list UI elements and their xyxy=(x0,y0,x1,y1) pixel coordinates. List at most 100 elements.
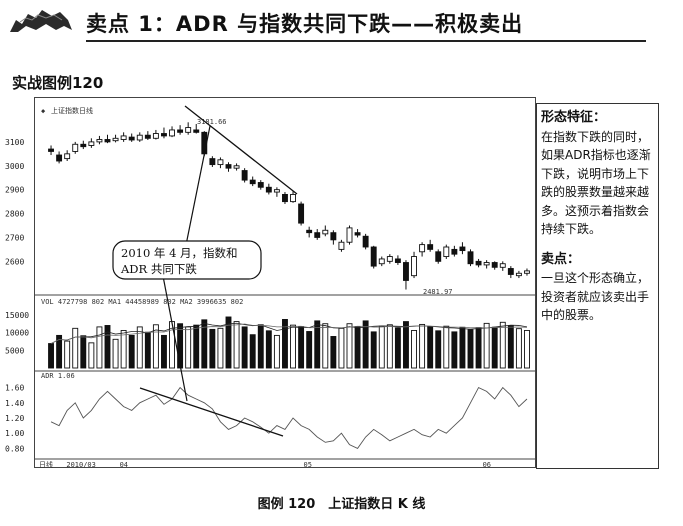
candle-body xyxy=(491,262,498,268)
candle-body xyxy=(80,143,87,148)
adr-line xyxy=(50,386,528,449)
candle-body xyxy=(451,248,458,255)
volume-bar xyxy=(233,321,240,369)
arrow-to-price xyxy=(184,125,211,251)
volume-bar xyxy=(80,335,87,369)
volume-bar xyxy=(56,334,63,369)
volume-bar xyxy=(64,340,71,369)
adr-tick-label: 1.20 xyxy=(5,414,24,423)
volume-bar xyxy=(338,327,345,369)
candle-body xyxy=(72,143,79,152)
volume-tick-label: 5000 xyxy=(5,346,24,355)
volume-bar xyxy=(443,325,450,369)
adr-tick-label: 0.80 xyxy=(5,444,24,453)
candle-body xyxy=(128,136,135,141)
candle-body xyxy=(185,127,192,133)
volume-bar xyxy=(330,336,337,369)
volume-bar xyxy=(475,327,482,369)
volume-bar xyxy=(48,343,54,369)
page-title: 卖点 1：ADR 与指数共同下跌——积极卖出 xyxy=(86,12,524,36)
candle-body xyxy=(193,129,200,133)
volume-bar xyxy=(419,323,426,369)
adr-trendline xyxy=(139,387,284,437)
candle-body xyxy=(233,165,240,169)
candle-body xyxy=(394,258,401,263)
candle-body xyxy=(475,260,482,266)
volume-bar xyxy=(282,319,288,369)
section-label: 实战图例120 xyxy=(12,74,104,92)
candle-body xyxy=(48,148,54,152)
volume-bar xyxy=(362,320,369,369)
candle-body xyxy=(386,256,393,262)
price-tick-label: 2900 xyxy=(5,186,24,195)
candle-body xyxy=(483,262,490,266)
arrow-to-adr xyxy=(162,275,188,402)
callout-heading-sell: 卖点： xyxy=(541,251,581,267)
annotation-bubble xyxy=(112,240,262,280)
callout-heading-features: 形态特征： xyxy=(541,110,607,125)
candle-body xyxy=(88,141,95,146)
candle-body xyxy=(370,246,377,267)
candle-body xyxy=(419,244,426,253)
candle-body xyxy=(362,235,369,248)
candle-body xyxy=(378,258,385,265)
volume-bar xyxy=(241,326,248,369)
callout-body-sell: 一旦这个形态确立，投资者就应该卖出手中的股票。 xyxy=(541,271,650,322)
volume-bar xyxy=(217,327,224,369)
adr-tick-label: 1.40 xyxy=(5,399,24,408)
volume-series xyxy=(48,316,530,369)
volume-bar xyxy=(265,330,272,369)
volume-bar xyxy=(524,329,530,369)
price-tick-label: 3100 xyxy=(5,138,24,147)
candle-body xyxy=(322,229,329,235)
price-tick-label: 2600 xyxy=(5,257,24,266)
volume-bar xyxy=(411,329,417,369)
volume-bar xyxy=(193,324,200,369)
candle-body xyxy=(290,193,296,203)
volume-bar xyxy=(306,331,313,369)
volume-bar xyxy=(128,334,135,369)
trough-label: 2481.97 xyxy=(423,288,453,296)
volume-bar xyxy=(354,326,361,369)
volume-bar xyxy=(225,316,232,369)
candle-body xyxy=(314,232,321,238)
candle-body xyxy=(209,158,216,166)
volume-bar xyxy=(161,334,167,369)
chart-canvas: ◆ 上证指数日线 3181.66 2481.97 VOL 4727798 802… xyxy=(5,105,537,469)
volume-bar xyxy=(386,324,393,369)
candle-body xyxy=(241,170,248,181)
x-axis-label: 05 xyxy=(304,461,312,469)
volume-bar xyxy=(144,331,151,369)
price-tick-label: 2800 xyxy=(5,210,24,219)
adr-tick-label: 1.60 xyxy=(5,384,24,393)
volume-bar xyxy=(394,327,401,369)
candle-body xyxy=(152,133,159,139)
volume-bar xyxy=(112,338,119,369)
axis-labels: 2600 2700 2800 2900 3000 3100 5000 10000 15000 0.… xyxy=(5,138,491,469)
volume-bar xyxy=(209,328,216,369)
candle-body xyxy=(443,246,450,258)
candle-body xyxy=(249,179,256,185)
volume-bar xyxy=(152,324,159,369)
candle-body xyxy=(427,244,434,250)
candle-body xyxy=(306,229,313,234)
candle-body xyxy=(346,227,353,243)
candle-body xyxy=(411,256,417,277)
adr-info: ADR 1.06 xyxy=(41,372,75,380)
adr-series xyxy=(50,386,528,449)
candle-body xyxy=(225,164,232,169)
volume-bar xyxy=(136,326,143,369)
volume-bar xyxy=(257,324,264,369)
volume-bar xyxy=(322,323,329,369)
volume-bar xyxy=(451,331,458,369)
candle-body xyxy=(273,189,280,193)
volume-bar xyxy=(467,329,474,369)
volume-bar xyxy=(403,321,409,369)
volume-ma-line xyxy=(50,323,527,344)
volume-info: VOL 4727798 802 MA1 44458989 802 MA2 399… xyxy=(41,298,243,306)
volume-bar xyxy=(507,325,514,369)
candle-body xyxy=(515,272,522,277)
candle-body xyxy=(459,246,466,252)
volume-bar xyxy=(499,321,506,369)
candle-body xyxy=(177,129,184,133)
